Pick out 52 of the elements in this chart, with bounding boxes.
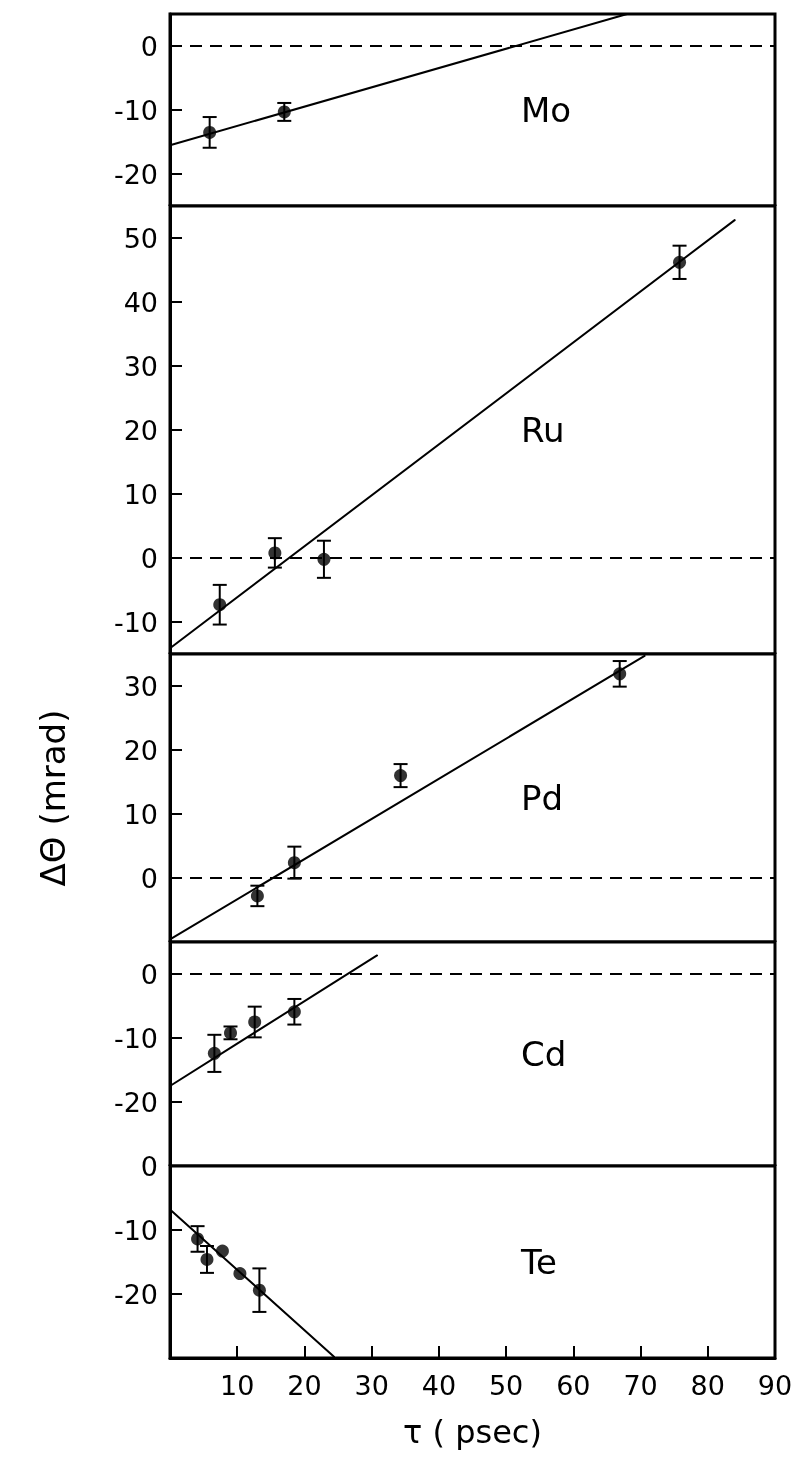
x-tick-label: 60	[556, 1370, 591, 1401]
y-tick-label: 20	[123, 734, 158, 766]
annotation: Mo	[520, 90, 572, 130]
point	[248, 1015, 262, 1029]
y-tick-label: 50	[123, 222, 158, 254]
y-tick-label: 0	[140, 542, 158, 574]
point	[213, 598, 227, 612]
point	[394, 769, 408, 783]
annotation: Te	[519, 1242, 557, 1282]
x-tick-label: 50	[488, 1370, 524, 1401]
point	[215, 1244, 229, 1258]
x-tick-label: 70	[623, 1370, 658, 1401]
y-tick-label: -20	[113, 1086, 158, 1118]
y-tick-label: 20	[123, 414, 158, 446]
y-tick-label: 10	[123, 478, 158, 510]
point	[317, 552, 331, 566]
y-tick-label: 0	[140, 958, 158, 990]
y-tick-label: 40	[123, 286, 158, 318]
x-tick-label: 30	[354, 1370, 389, 1401]
y-tick-label: -10	[113, 606, 158, 638]
y-tick-label: 0	[140, 862, 158, 894]
x-tick-label: 90	[757, 1370, 793, 1401]
point	[287, 1005, 301, 1019]
annotation: Ru	[520, 410, 565, 450]
y-axis-title: ΔΘ (mrad)	[33, 709, 73, 887]
y-tick-label: -10	[113, 1022, 158, 1054]
point	[233, 1267, 247, 1281]
x-tick-label: 80	[690, 1370, 725, 1401]
annotation: Pd	[520, 778, 563, 818]
y-tick-label: 30	[123, 670, 158, 702]
y-tick-label: -20	[113, 1278, 158, 1310]
y-tick-label: 0	[140, 30, 158, 62]
point	[673, 255, 687, 269]
point	[250, 889, 264, 903]
point	[200, 1252, 214, 1266]
y-tick-label: -20	[113, 158, 158, 190]
y-tick-label: 0	[140, 1150, 158, 1182]
point	[252, 1283, 266, 1297]
y-tick-label: 30	[123, 350, 158, 382]
annotation: Cd	[520, 1034, 567, 1074]
x-tick-label: 40	[421, 1370, 457, 1401]
point	[613, 667, 627, 681]
point	[268, 546, 282, 560]
y-tick-label: -10	[113, 1214, 158, 1246]
point	[287, 856, 301, 870]
x-axis-title: τ ( psec)	[403, 1413, 542, 1451]
x-tick-label: 10	[220, 1370, 255, 1401]
point	[191, 1232, 205, 1246]
x-tick-label: 20	[287, 1370, 322, 1401]
point	[207, 1046, 221, 1060]
y-tick-label: 10	[123, 798, 158, 830]
y-tick-label: -10	[113, 94, 158, 126]
